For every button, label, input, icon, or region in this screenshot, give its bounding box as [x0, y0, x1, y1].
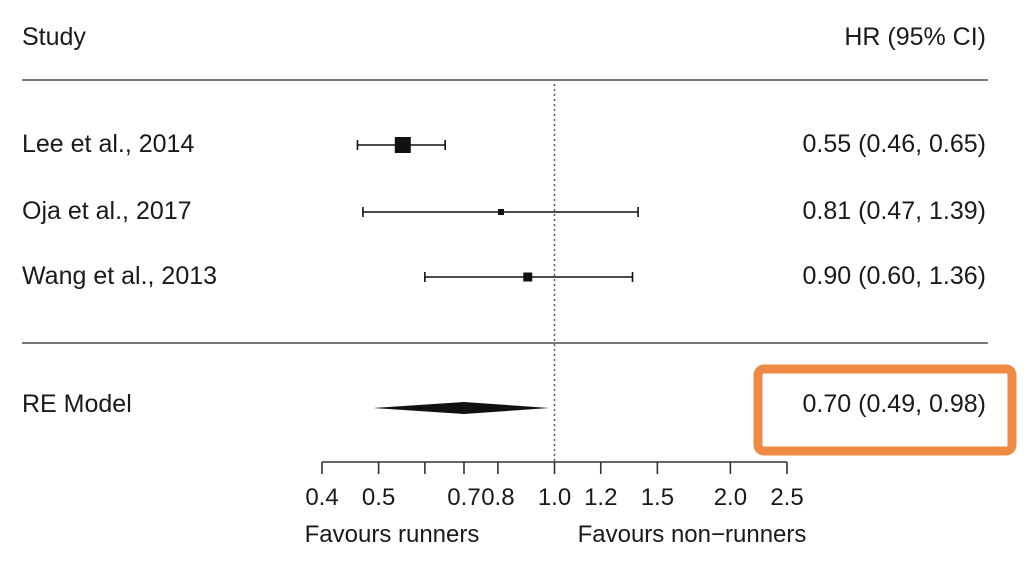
- summary-estimate-text: 0.70 (0.49, 0.98): [803, 390, 986, 418]
- x-tick-label: 0.7: [447, 484, 480, 511]
- summary-highlight-box: [753, 364, 1017, 456]
- x-tick-label: 2.0: [714, 484, 747, 511]
- estimate-text: 0.55 (0.46, 0.65): [803, 130, 986, 158]
- x-tick-label: 1.5: [641, 484, 674, 511]
- study-row: Lee et al., 2014 0.55 (0.46, 0.65): [22, 130, 986, 158]
- summary-label: RE Model: [22, 390, 132, 418]
- point-estimate-marker: [523, 272, 533, 282]
- favours-non-runners-caption: Favours non−runners: [578, 521, 807, 548]
- study-row: Oja et al., 2017 0.81 (0.47, 1.39): [22, 197, 986, 225]
- x-tick-label: 0.4: [305, 484, 338, 511]
- study-label: Wang et al., 2013: [22, 262, 217, 290]
- summary-row: RE Model 0.70 (0.49, 0.98): [22, 364, 1017, 456]
- study-row: Wang et al., 2013 0.90 (0.60, 1.36): [22, 262, 986, 290]
- x-tick-label: 2.5: [770, 484, 803, 511]
- point-estimate-marker: [498, 209, 505, 215]
- estimate-text: 0.81 (0.47, 1.39): [803, 197, 986, 225]
- x-tick-label: 1.2: [584, 484, 617, 511]
- point-estimate-marker: [394, 137, 411, 153]
- x-axis: 0.4 0.5 0.7 0.8 1.0 1.2 1.5 2.0 2.5: [305, 461, 804, 511]
- x-tick-label: 0.5: [362, 484, 395, 511]
- x-tick-label: 1.0: [538, 484, 571, 511]
- study-label: Lee et al., 2014: [22, 130, 194, 158]
- study-column-header: Study: [22, 23, 86, 51]
- study-label: Oja et al., 2017: [22, 197, 192, 225]
- summary-diamond: [373, 402, 550, 414]
- favours-runners-caption: Favours runners: [305, 521, 480, 548]
- estimate-text: 0.90 (0.60, 1.36): [803, 262, 986, 290]
- x-tick-label: 0.8: [481, 484, 514, 511]
- estimate-column-header: HR (95% CI): [844, 23, 986, 51]
